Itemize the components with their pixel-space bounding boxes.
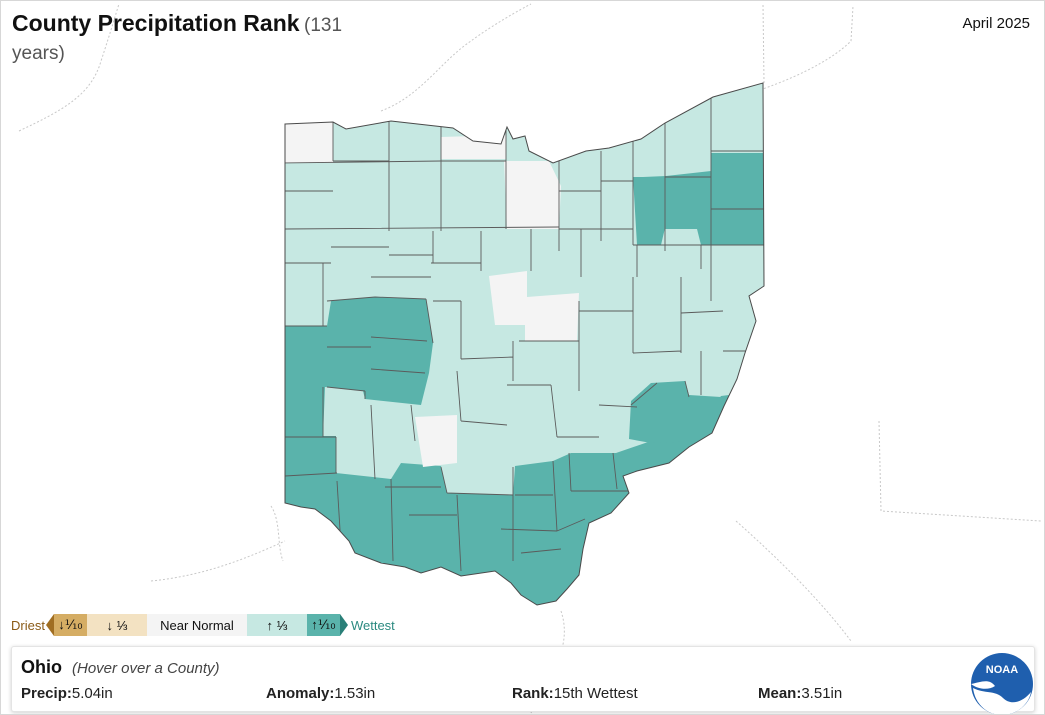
county-northeast-b [665,177,711,229]
county-erie-area [504,161,561,229]
rank-label: Rank: [512,685,554,702]
legend-wettest-tenth: ↑⅒ [306,614,348,636]
county-marion-area [489,271,579,341]
title-years: years) [12,43,65,64]
county-williams [285,119,333,163]
county-lucas-area [441,135,506,159]
precip-value: 5.04in [71,685,113,702]
info-panel: Ohio (Hover over a County) Precip:5.04in… [11,646,1037,715]
precip-label: Precip: [21,685,72,702]
info-hover-hint: (Hover over a County) [72,660,220,677]
map-date: April 2025 [962,15,1030,32]
county-layer[interactable] [271,71,781,641]
legend: Driest ↓⅒ ↓ ⅓ Near Normal ↑ ⅓ ↑⅒ Wettest [11,613,395,637]
anomaly-label: Anomaly: [266,685,335,702]
legend-driest-label: Driest [11,617,45,633]
legend-near-normal: Near Normal [146,614,247,636]
county-southeast-a [629,381,721,443]
title-paren: (131 [304,15,343,36]
legend-driest-tenth: ↓⅒ [45,614,87,636]
legend-drier-third: ↓ ⅓ [86,614,147,636]
mean-label: Mean: [758,685,802,702]
legend-wettest-label: Wettest [350,617,395,633]
info-state-name: Ohio [21,657,62,677]
info-anomaly: Anomaly:1.53in [266,685,375,702]
info-precip: Precip:5.04in [21,685,113,702]
county-greene-area [415,415,457,467]
ohio-outline [284,82,765,606]
info-rank: Rank:15th Wettest [512,685,638,702]
svg-text:NOAA: NOAA [986,664,1018,676]
map-title: County Precipitation Rank (131 years) [12,10,392,68]
mean-value: 3.51in [801,685,843,702]
info-mean: Mean:3.51in [758,685,842,702]
rank-value: 15th Wettest [553,685,638,702]
title-main: County Precipitation Rank [12,10,300,36]
county-borders [285,91,764,572]
near-normal-counties[interactable] [281,119,579,467]
anomaly-value: 1.53in [334,685,376,702]
county-west-central-a [285,297,433,437]
noaa-logo-icon[interactable]: NOAA [967,652,1037,715]
legend-wetter-third: ↑ ⅓ [246,614,307,636]
